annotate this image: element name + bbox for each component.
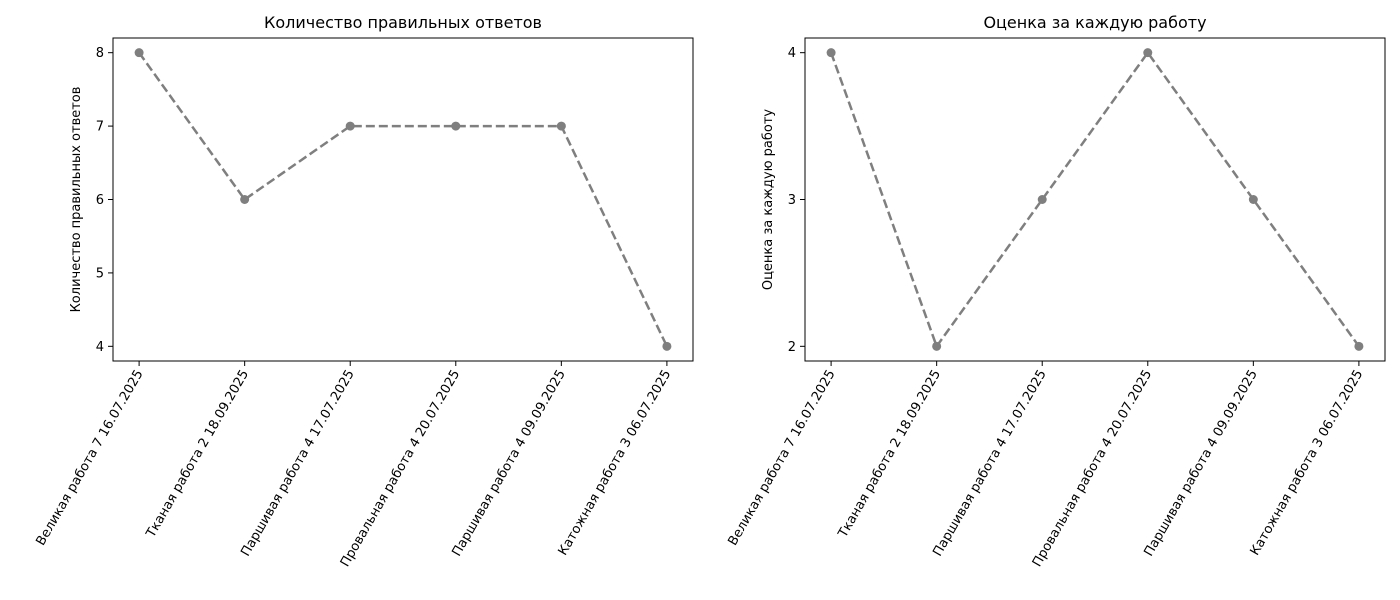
data-point bbox=[1354, 341, 1364, 351]
series-points bbox=[826, 48, 1364, 351]
grade-per-work-chart: Оценка за каждую работу Оценка за каждую… bbox=[725, 13, 1386, 570]
y-tick-label: 4 bbox=[96, 340, 104, 355]
x-tick-label: Великая работа 7 16.07.2025 bbox=[33, 368, 146, 549]
x-tick-label: Паршивая работа 4 17.07.2025 bbox=[930, 368, 1049, 560]
y-tick-label: 8 bbox=[96, 46, 104, 61]
x-tick-label: Паршивая работа 4 17.07.2025 bbox=[238, 367, 357, 559]
y-axis-label: Оценка за каждую работу bbox=[761, 109, 776, 291]
data-point bbox=[1037, 195, 1047, 204]
y-tick-label: 6 bbox=[96, 193, 104, 208]
y-tick-label: 3 bbox=[788, 193, 796, 208]
data-point bbox=[1248, 195, 1258, 204]
x-tick-label: Паршивая работа 4 09.09.2025 bbox=[450, 368, 569, 560]
x-tick-label: Великая работа 7 16.07.2025 bbox=[725, 368, 838, 549]
chart-title: Оценка за каждую работу bbox=[983, 13, 1206, 32]
x-tick-label: Катожная работа 3 06.07.2025 bbox=[556, 368, 675, 559]
data-point bbox=[345, 121, 355, 131]
data-point bbox=[826, 48, 836, 58]
x-tick-label: Паршивая работа 4 09.09.2025 bbox=[1142, 368, 1261, 560]
series-line bbox=[138, 51, 669, 347]
x-tick-label: Катожная работа 3 06.07.2025 bbox=[1248, 368, 1367, 559]
data-point bbox=[556, 121, 566, 131]
correct-answers-chart: Количество правильных ответов Количество… bbox=[33, 13, 694, 570]
series-line bbox=[829, 51, 1360, 348]
y-tick-label: 5 bbox=[96, 266, 104, 281]
x-tick-label: Провальная работа 4 20.07.2025 bbox=[338, 368, 463, 570]
data-point bbox=[240, 195, 250, 204]
x-tick-label: Тканая работа 2 18.09.2025 bbox=[143, 368, 252, 542]
data-point bbox=[662, 341, 672, 351]
y-axis: 4 5 6 7 8 bbox=[96, 46, 113, 355]
x-tick-label: Провальная работа 4 20.07.2025 bbox=[1030, 368, 1155, 570]
y-axis-label: Количество правильных ответов bbox=[69, 87, 84, 313]
y-axis: 2 3 4 bbox=[788, 46, 805, 355]
x-tick-label: Тканая работа 2 18.09.2025 bbox=[835, 367, 944, 541]
y-tick-label: 2 bbox=[788, 340, 796, 355]
y-tick-label: 7 bbox=[96, 120, 104, 135]
data-point bbox=[1143, 48, 1153, 58]
data-point bbox=[134, 48, 144, 58]
plot-frame bbox=[804, 37, 1386, 362]
y-tick-label: 4 bbox=[788, 46, 796, 61]
data-point bbox=[932, 341, 942, 351]
series-points bbox=[134, 48, 672, 351]
plot-frame bbox=[112, 37, 694, 362]
chart-title: Количество правильных ответов bbox=[264, 13, 542, 32]
data-point bbox=[451, 121, 461, 131]
